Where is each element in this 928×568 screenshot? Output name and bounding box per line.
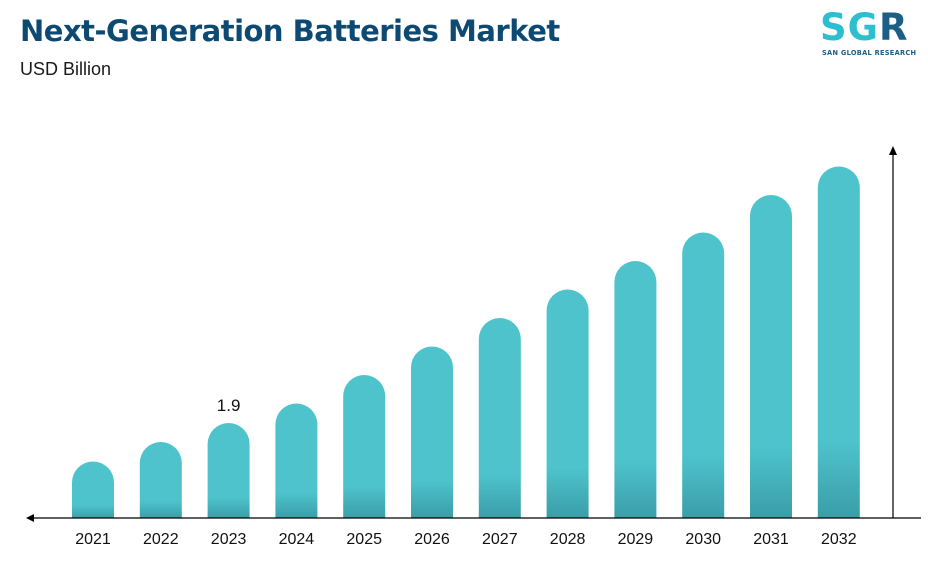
y-axis-arrow xyxy=(889,146,897,155)
x-tick-label: 2030 xyxy=(685,531,721,548)
bar-2024 xyxy=(275,403,318,518)
chart-title: Next-Generation Batteries Market xyxy=(20,14,560,48)
bar-2032 xyxy=(817,166,860,518)
sgr-logo: SGR SAN GLOBAL RESEARCH xyxy=(818,6,922,62)
x-tick-label: 2027 xyxy=(482,531,518,548)
data-labels: 1.9 xyxy=(217,396,241,415)
bars-group xyxy=(72,166,860,519)
logo-tagline: SAN GLOBAL RESEARCH xyxy=(822,49,917,57)
x-tick-label: 2022 xyxy=(143,531,179,548)
bar-2030 xyxy=(682,232,725,519)
x-tick-label: 2031 xyxy=(753,531,789,548)
bar-2023 xyxy=(207,423,250,518)
x-tick-label: 2023 xyxy=(211,531,247,548)
x-axis-arrow xyxy=(26,514,34,522)
bar-2021 xyxy=(72,461,114,518)
bar-2022 xyxy=(139,442,182,518)
bar-2025 xyxy=(343,375,386,518)
x-tick-label: 2032 xyxy=(821,531,857,548)
x-tick-label: 2024 xyxy=(279,531,315,548)
chart-subtitle: USD Billion xyxy=(20,59,112,79)
x-tick-label: 2028 xyxy=(550,531,586,548)
x-tick-label: 2021 xyxy=(75,531,111,548)
bar-2027 xyxy=(478,318,521,518)
data-label-2023: 1.9 xyxy=(217,396,241,415)
bar-2029 xyxy=(614,261,657,518)
bar-2028 xyxy=(546,289,589,518)
bar-2031 xyxy=(750,195,792,518)
logo-letters: SGR xyxy=(820,6,909,49)
axes-group xyxy=(26,146,921,522)
bar-2026 xyxy=(411,346,453,518)
x-tick-labels: 2021 2022 2023 2024 2025 2026 2027 2028 2029 2030… xyxy=(75,531,856,548)
x-tick-label: 2025 xyxy=(346,531,382,548)
x-tick-label: 2026 xyxy=(414,531,450,548)
x-tick-label: 2029 xyxy=(618,531,654,548)
